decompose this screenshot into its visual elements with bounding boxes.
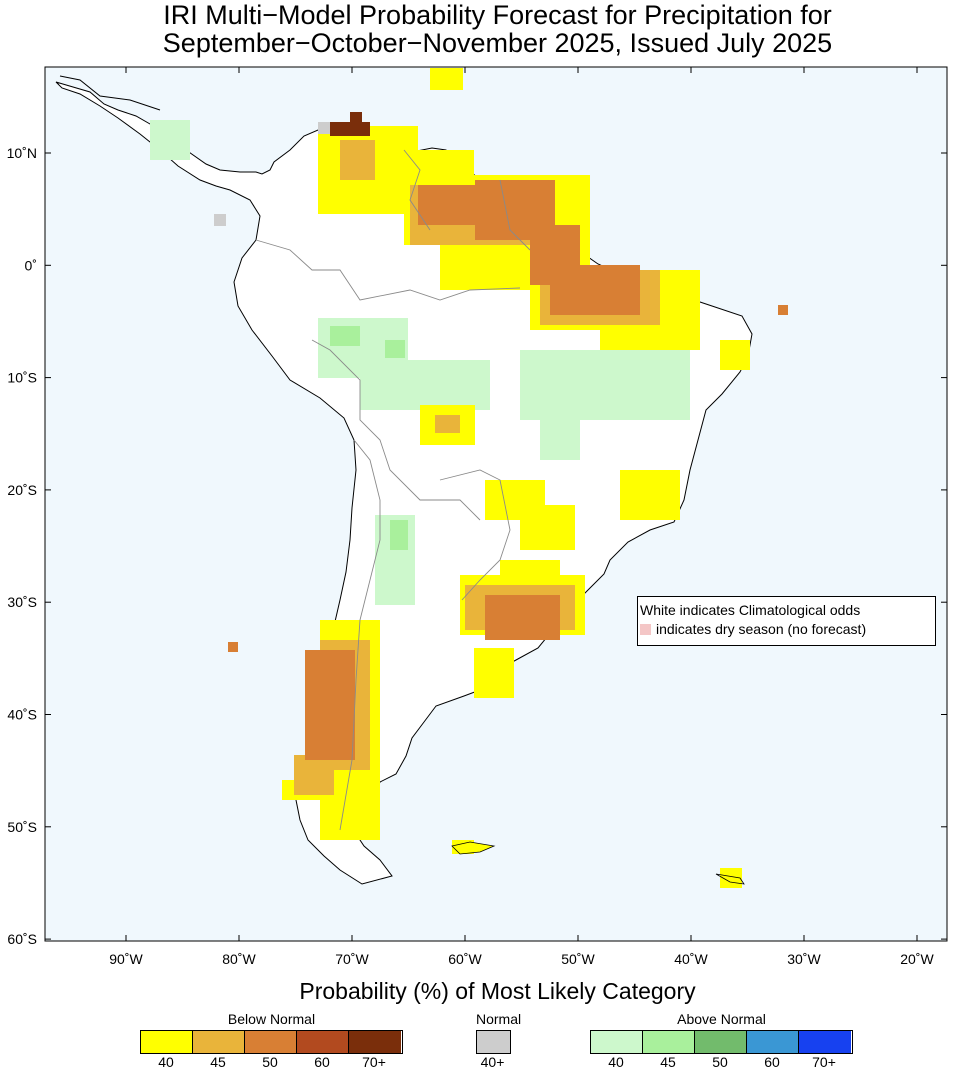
below-tick-label: 70+ <box>362 1054 386 1070</box>
below-swatch <box>193 1031 245 1053</box>
lon-label: 20˚W <box>900 951 934 967</box>
below-normal-swatches <box>140 1030 403 1054</box>
normal-label: Normal <box>476 1011 522 1027</box>
note-dry-season: indicates dry season (no forecast) <box>656 621 867 637</box>
above-normal-swatches <box>590 1030 853 1054</box>
lon-label: 80˚W <box>222 951 256 967</box>
above-swatch <box>747 1031 799 1053</box>
normal-legend: Normal 40+ <box>476 1010 522 1070</box>
lat-label: 10˚N <box>7 145 37 161</box>
map-frame <box>44 66 948 942</box>
map-title-line-1: IRI Multi−Model Probability Forecast for… <box>163 0 832 30</box>
above-tick-label: 45 <box>660 1054 676 1070</box>
above-tick-label: 70+ <box>812 1054 836 1070</box>
above-tick-label: 60 <box>764 1054 780 1070</box>
above-normal-ticks: 40 45 50 60 70+ <box>590 1054 853 1070</box>
below-swatch <box>141 1031 193 1053</box>
below-swatch <box>245 1031 297 1053</box>
above-normal-45-patches <box>330 326 408 550</box>
normal-tick-label: 40+ <box>480 1054 505 1070</box>
lon-label: 40˚W <box>674 951 708 967</box>
lon-label: 90˚W <box>109 951 143 967</box>
legend-note-box: White indicates Climatological odds indi… <box>637 596 936 646</box>
lat-label: 50˚S <box>7 819 37 835</box>
lat-label: 20˚S <box>7 482 37 498</box>
above-swatch <box>695 1031 747 1053</box>
below-tick-label: 45 <box>210 1054 226 1070</box>
below-swatch <box>297 1031 349 1053</box>
above-normal-patches <box>150 120 690 605</box>
normal-swatch <box>477 1031 510 1053</box>
above-swatch <box>643 1031 695 1053</box>
below-tick-label: 40 <box>158 1054 174 1070</box>
map-title-line-2: September−October−November 2025, Issued … <box>162 28 833 58</box>
normal-swatches <box>476 1030 511 1054</box>
lon-label: 30˚W <box>787 951 821 967</box>
country-borders <box>255 149 531 831</box>
below-tick-label: 60 <box>314 1054 330 1070</box>
above-swatch <box>591 1031 643 1053</box>
below-normal-label: Below Normal <box>227 1011 316 1027</box>
lon-label: 50˚W <box>561 951 595 967</box>
below-swatch <box>349 1031 401 1053</box>
latitude-ticks: 10˚N 0˚ 10˚S 20˚S 30˚S 40˚S 50˚S 60˚S <box>7 145 947 947</box>
above-tick-label: 40 <box>608 1054 624 1070</box>
dry-season-swatch <box>640 624 651 635</box>
above-tick-label: 50 <box>712 1054 728 1070</box>
central-america-coast <box>59 75 161 111</box>
normal-ticks: 40+ <box>476 1054 511 1070</box>
south-georgia <box>715 873 745 885</box>
normal-patches <box>214 122 330 226</box>
below-normal-legend: Below Normal 40 45 50 60 70+ <box>140 1010 403 1070</box>
lon-label: 60˚W <box>448 951 482 967</box>
below-tick-label: 50 <box>262 1054 278 1070</box>
forecast-map: 90˚W 80˚W 70˚W 60˚W 50˚W 40˚W 30˚W 20˚W 10˚N0˚1… <box>7 66 948 967</box>
below-normal-70-patches <box>330 112 370 136</box>
lat-label: 60˚S <box>7 931 37 947</box>
legend-title: Probability (%) of Most Likely Category <box>299 978 696 1004</box>
above-normal-legend: Above Normal 40 45 50 60 70+ <box>590 1010 853 1070</box>
above-swatch <box>799 1031 851 1053</box>
note-climatological: White indicates Climatological odds <box>640 602 861 618</box>
lon-label: 70˚W <box>335 951 369 967</box>
falkland-islands <box>451 841 496 855</box>
above-normal-label: Above Normal <box>677 1011 766 1027</box>
longitude-ticks: 90˚W 80˚W 70˚W 60˚W 50˚W 40˚W 30˚W 20˚W <box>109 67 935 967</box>
lat-label: 0˚ <box>25 257 37 273</box>
note-dry-season-row: indicates dry season (no forecast) <box>640 620 933 639</box>
lat-label: 30˚S <box>7 594 37 610</box>
below-normal-50-patches <box>228 180 788 760</box>
below-normal-ticks: 40 45 50 60 70+ <box>140 1054 403 1070</box>
lat-label: 10˚S <box>7 370 37 386</box>
lat-label: 40˚S <box>7 707 37 723</box>
